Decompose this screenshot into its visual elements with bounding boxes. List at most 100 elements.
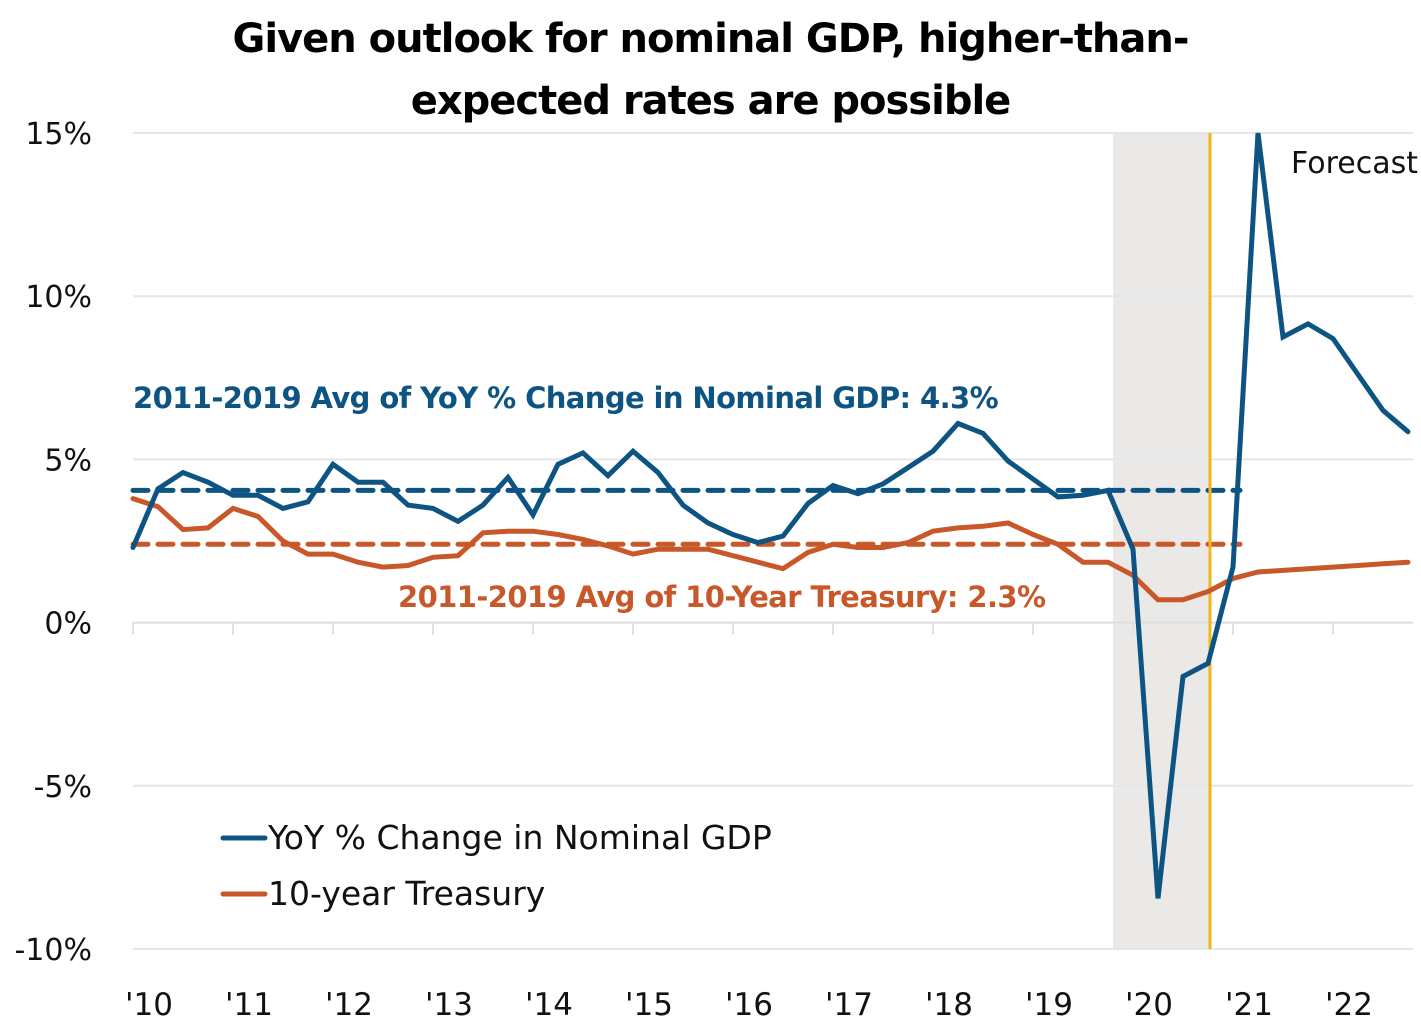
gdp-data-point xyxy=(1106,488,1111,493)
gdp-data-point xyxy=(406,503,411,508)
gdp-data-point xyxy=(681,503,686,508)
legend-label-treasury: 10-year Treasury xyxy=(268,874,545,913)
gdp-data-point xyxy=(381,480,386,485)
x-tick-label: '21 xyxy=(1225,987,1273,1023)
gdp-data-point xyxy=(1406,429,1411,434)
treasury-data-point xyxy=(731,553,736,558)
gdp-data-point xyxy=(1281,335,1286,340)
gdp-data-point xyxy=(506,475,511,480)
treasury-data-point xyxy=(881,545,886,550)
x-tick-label: '11 xyxy=(225,987,273,1023)
treasury-data-point xyxy=(281,539,286,544)
gdp-data-point xyxy=(281,506,286,511)
x-tick-label: '12 xyxy=(325,987,373,1023)
treasury-data-point xyxy=(781,566,786,571)
y-tick-label: 15% xyxy=(25,117,92,152)
treasury-data-point xyxy=(631,552,636,557)
gdp-data-point xyxy=(1031,476,1036,481)
treasury-data-point xyxy=(1006,521,1011,526)
treasury-data-point xyxy=(931,529,936,534)
gdp-data-point xyxy=(231,493,236,498)
legend-entry-gdp: YoY % Change in Nominal GDP xyxy=(220,818,772,857)
treasury-data-point xyxy=(656,547,661,552)
gdp-data-point xyxy=(881,481,886,486)
gdp-data-point xyxy=(456,519,461,524)
gdp-data-point xyxy=(631,449,636,454)
y-tick-label: 5% xyxy=(44,443,92,478)
gdp-data-point xyxy=(1381,408,1386,413)
treasury-data-point xyxy=(1031,532,1036,537)
gdp-data-point xyxy=(731,532,736,537)
gdp-data-point xyxy=(1156,896,1161,901)
gdp-data-point xyxy=(906,465,911,470)
gdp-data-point xyxy=(1131,547,1136,552)
x-tick-label: '18 xyxy=(925,987,973,1023)
treasury-data-point xyxy=(431,555,436,560)
treasury-data-point xyxy=(606,543,611,548)
gdp-data-point xyxy=(256,493,261,498)
gdp-data-point xyxy=(706,521,711,526)
gdp-data-point xyxy=(431,506,436,511)
gdp-data-point xyxy=(756,540,761,545)
y-axis-ticks: 15% 10% 5% 0% -5% -10% xyxy=(14,117,92,968)
legend-entry-treasury: 10-year Treasury xyxy=(220,874,545,913)
series-lines xyxy=(130,132,1411,901)
forecast-label: Forecast xyxy=(1291,146,1418,181)
x-tick-label: '14 xyxy=(525,987,573,1023)
gdp-data-point xyxy=(1081,493,1086,498)
x-tick-label: '13 xyxy=(425,987,473,1023)
y-tick-label: -5% xyxy=(34,770,92,805)
gdp-data-point xyxy=(856,491,861,496)
x-tick-label: '22 xyxy=(1325,987,1373,1023)
gdp-data-point xyxy=(131,545,136,550)
treasury-data-point xyxy=(1081,560,1086,565)
gdp-data-point xyxy=(956,421,961,426)
gdp-data-point xyxy=(1306,321,1311,326)
gdp-data-point xyxy=(1206,661,1211,666)
x-axis-ticks: '10 '11 '12 '13 '14 '15 '16 '17 '18 '19 '20 '21 '22 xyxy=(125,622,1373,1023)
series-line-treasury xyxy=(130,496,1411,603)
treasury-data-point xyxy=(131,496,136,501)
gdp-data-point xyxy=(156,486,161,491)
gdp-data-point xyxy=(781,534,786,539)
y-tick-label: -10% xyxy=(14,933,92,968)
treasury-data-point xyxy=(1306,566,1311,571)
treasury-data-point xyxy=(531,529,536,534)
treasury-data-point xyxy=(706,547,711,552)
treasury-data-point xyxy=(1156,597,1161,602)
gdp-data-point xyxy=(331,462,336,467)
legend: YoY % Change in Nominal GDP 10-year Trea… xyxy=(220,818,772,913)
gdp-data-point xyxy=(481,503,486,508)
treasury-data-point xyxy=(1056,542,1061,547)
gdp-data-point xyxy=(806,501,811,506)
treasury-data-point xyxy=(1206,589,1211,594)
gdp-data-point xyxy=(656,470,661,475)
treasury-data-point xyxy=(1281,568,1286,573)
x-tick-label: '10 xyxy=(125,987,173,1023)
treasury-data-point xyxy=(231,506,236,511)
y-tick-label: 0% xyxy=(44,607,92,642)
treasury-data-point xyxy=(556,532,561,537)
treasury-data-point xyxy=(1106,560,1111,565)
treasury-data-point xyxy=(681,547,686,552)
treasury-data-point xyxy=(256,514,261,519)
chart-title-line-1: Given outlook for nominal GDP, higher-th… xyxy=(232,16,1190,62)
treasury-data-point xyxy=(156,504,161,509)
treasury-data-point xyxy=(1181,597,1186,602)
treasury-data-point xyxy=(356,560,361,565)
treasury-data-point xyxy=(1381,561,1386,566)
treasury-data-point xyxy=(456,553,461,558)
treasury-data-point xyxy=(906,540,911,545)
treasury-data-point xyxy=(1406,560,1411,565)
treasury-average-label: 2011-2019 Avg of 10-Year Treasury: 2.3% xyxy=(398,580,1046,614)
x-tick-label: '17 xyxy=(825,987,873,1023)
x-tick-label: '15 xyxy=(625,987,673,1023)
gdp-data-point xyxy=(181,470,186,475)
y-tick-label: 10% xyxy=(25,280,92,315)
gdp-data-point xyxy=(606,473,611,478)
gdp-data-point xyxy=(981,431,986,436)
treasury-data-point xyxy=(1331,565,1336,570)
gdp-data-point xyxy=(1331,336,1336,341)
reference-lines xyxy=(130,487,1243,547)
